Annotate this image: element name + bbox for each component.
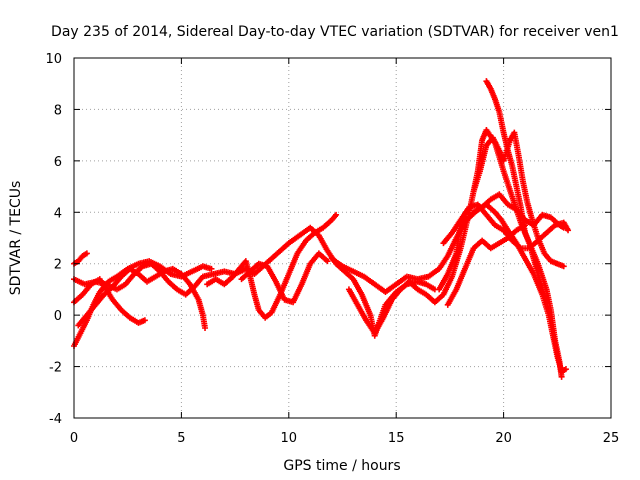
series-track-e (75, 265, 209, 331)
y-axis-label: SDTVAR / TECUs (8, 181, 24, 296)
x-tick-label: 20 (495, 431, 512, 446)
data-plot-area (71, 78, 572, 380)
series-track-a (71, 258, 215, 349)
data-point (565, 227, 572, 234)
series-track-d (71, 224, 438, 339)
y-tick-label: 0 (54, 309, 62, 324)
series-track-f (204, 211, 340, 321)
x-tick-label: 0 (70, 431, 78, 446)
y-tick-label: 8 (54, 103, 62, 118)
y-tick-label: 2 (54, 258, 62, 273)
data-point (562, 366, 569, 373)
y-tick-label: -2 (49, 361, 62, 376)
data-point (83, 250, 90, 257)
y-tick-label: 4 (54, 206, 62, 221)
y-tick-label: 6 (54, 155, 62, 170)
data-point (558, 373, 565, 380)
data-point (202, 325, 209, 331)
data-point (141, 317, 148, 324)
data-point (522, 222, 529, 229)
series-track-g (238, 250, 331, 306)
data-point (543, 299, 550, 306)
data-point (333, 211, 340, 218)
x-axis-label: GPS time / hours (283, 458, 400, 474)
data-point (324, 258, 331, 265)
y-tick-label: -4 (49, 412, 62, 427)
x-tick-label: 5 (177, 431, 185, 446)
data-point (208, 265, 215, 272)
grid (74, 58, 611, 418)
plot-frame (73, 57, 612, 419)
chart-title: Day 235 of 2014, Sidereal Day-to-day VTE… (51, 24, 619, 40)
axis-ticks: 0 5 10 15 20 25 -4 -2 0 2 4 6 8 10 (45, 52, 619, 446)
x-tick-label: 25 (603, 431, 620, 446)
data-point (560, 263, 567, 270)
series-track-n (444, 222, 529, 308)
y-tick-label: 10 (45, 52, 62, 67)
x-tick-label: 10 (281, 431, 298, 446)
x-tick-label: 15 (388, 431, 405, 446)
